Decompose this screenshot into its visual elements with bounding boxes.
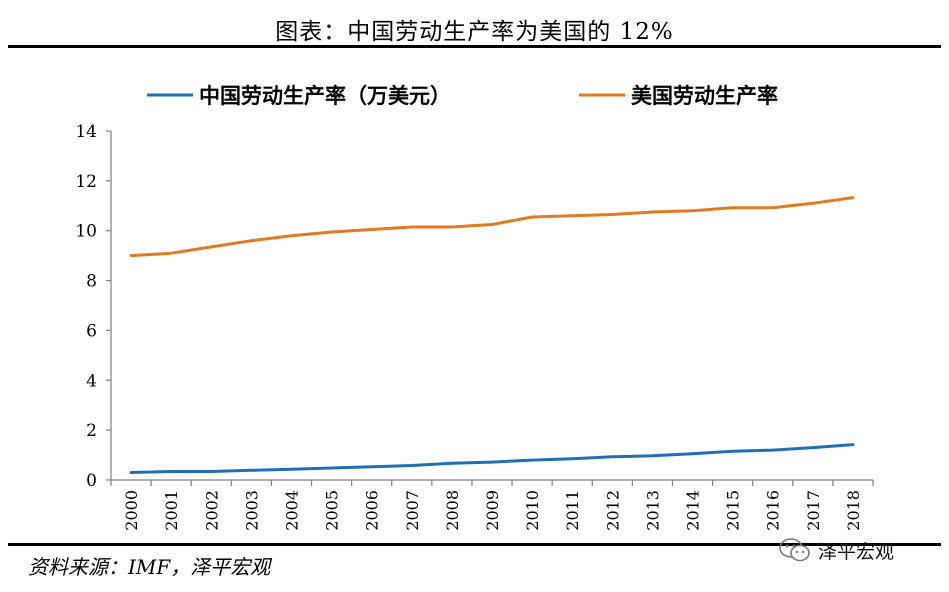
x-tick-label: 2008 xyxy=(443,490,462,531)
x-tick-label: 2017 xyxy=(804,490,823,531)
x-tick-label: 2002 xyxy=(202,490,221,531)
x-tick-label: 2009 xyxy=(483,490,502,531)
x-tick-label: 2005 xyxy=(323,490,342,531)
x-tick-label: 2000 xyxy=(122,490,141,531)
y-tick-label: 4 xyxy=(86,371,97,391)
x-tick-label: 2003 xyxy=(242,490,261,531)
top-rule xyxy=(8,45,941,48)
watermark-text: 泽平宏观 xyxy=(818,540,895,563)
x-tick-label: 2010 xyxy=(523,490,542,531)
y-tick-label: 8 xyxy=(86,272,97,292)
chart-title: 图表：中国劳动生产率为美国的 12% xyxy=(275,19,674,45)
series-line-2 xyxy=(129,196,855,258)
x-tick-label: 2015 xyxy=(724,490,743,531)
x-tick-label: 2004 xyxy=(282,490,301,531)
x-tick-label: 2007 xyxy=(403,490,422,531)
series-line-1 xyxy=(129,443,855,474)
x-tick-label: 2011 xyxy=(563,490,582,531)
x-tick-label: 2001 xyxy=(162,490,181,531)
x-tick-label: 2013 xyxy=(643,490,662,531)
bottom-rule xyxy=(8,543,941,546)
y-tick-label: 14 xyxy=(75,122,97,142)
y-tick-label: 12 xyxy=(75,172,97,192)
legend-label-1: 中国劳动生产率（万美元） xyxy=(199,84,451,108)
legend-label-2: 美国劳动生产率 xyxy=(631,84,778,108)
axes: 0 2 4 6 8 10 12 14 2000 2001 2002 2003 2004 2005 2006 2… xyxy=(75,122,874,531)
y-tick-label: 2 xyxy=(86,421,97,441)
x-tick-label: 2012 xyxy=(603,490,622,531)
x-tick-label: 2014 xyxy=(684,490,703,531)
x-tick-label: 2016 xyxy=(764,490,783,531)
y-tick-label: 0 xyxy=(86,471,97,491)
series-layer xyxy=(129,196,855,474)
x-tick-label: 2018 xyxy=(844,490,863,531)
watermark: 泽平宏观 xyxy=(778,534,894,566)
x-tick-label: 2006 xyxy=(363,490,382,531)
wechat-icon xyxy=(779,538,810,562)
line-chart: 中国劳动生产率（万美元） 美国劳动生产率 0 2 4 6 8 10 12 14 2000 2001 2… xyxy=(75,84,874,531)
legend: 中国劳动生产率（万美元） 美国劳动生产率 xyxy=(147,84,778,108)
y-tick-label: 6 xyxy=(86,321,97,341)
source-note: 资料来源：IMF，泽平宏观 xyxy=(28,555,271,579)
y-tick-label: 10 xyxy=(75,222,97,242)
